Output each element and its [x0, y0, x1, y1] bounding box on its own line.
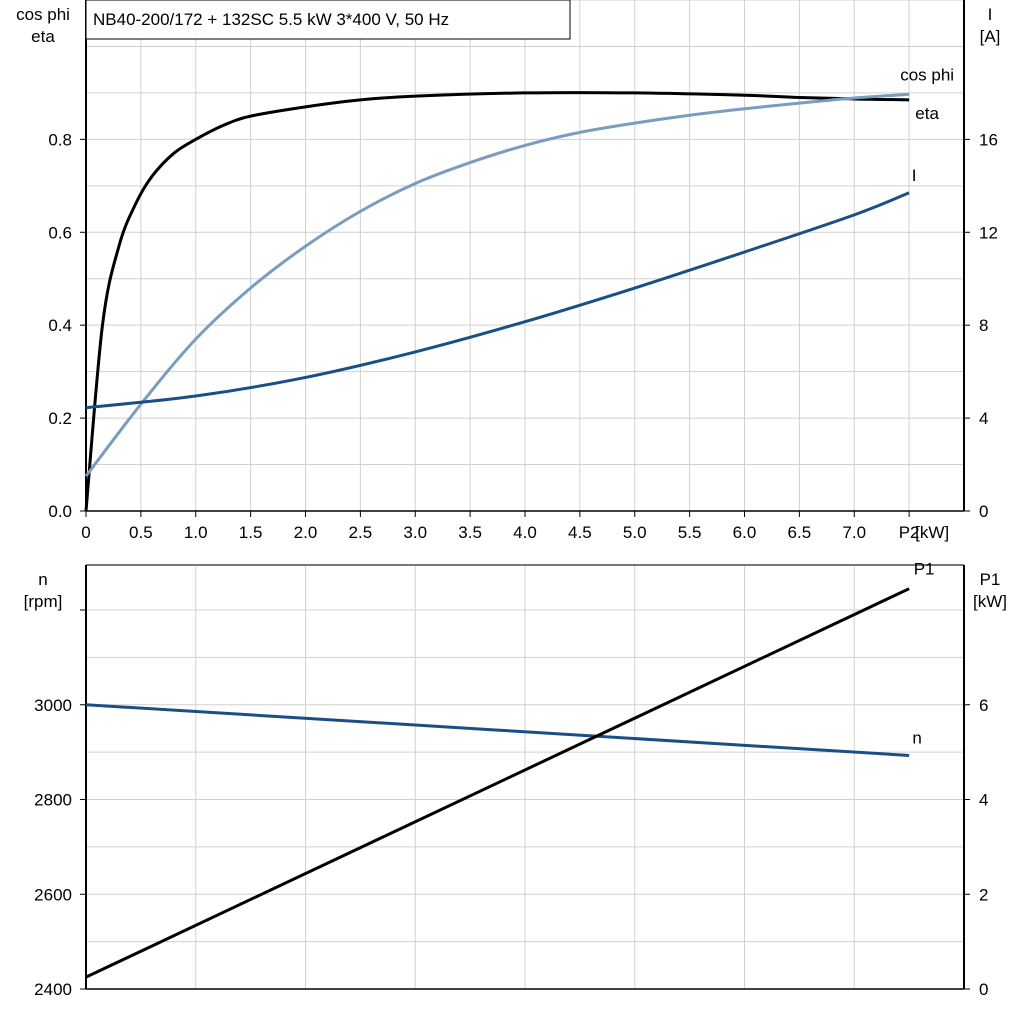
x-tick-label: 2.0: [294, 523, 318, 542]
series-label-n: n: [912, 728, 921, 747]
x-tick-label: 2.5: [349, 523, 373, 542]
left-tick-label: 2800: [34, 791, 72, 810]
x-tick-label: 5.5: [678, 523, 702, 542]
x-tick-label: 6.5: [788, 523, 812, 542]
x-tick-label: 1.5: [239, 523, 263, 542]
x-tick-label: 6.0: [733, 523, 757, 542]
series-label-i: I: [912, 166, 917, 185]
series-label-eta: eta: [915, 104, 939, 123]
x-tick-label: 0: [81, 523, 90, 542]
title-box: [85, 0, 571, 40]
left-tick-label: 2600: [34, 885, 72, 904]
left-tick-label: 0.2: [48, 409, 72, 428]
right-axis-title: [kW]: [973, 592, 1007, 611]
series-line-n: [85, 703, 910, 757]
x-tick-label: 3.5: [458, 523, 482, 542]
right-tick-label: 12: [979, 223, 998, 242]
left-tick-label: 3000: [34, 696, 72, 715]
right-axis-title: I: [988, 5, 993, 24]
series-line-i: [85, 191, 910, 410]
x-tick-label: 1.0: [184, 523, 208, 542]
left-tick-label: 0.4: [48, 316, 72, 335]
left-axis-title: eta: [31, 27, 55, 46]
right-tick-label: 2: [979, 885, 988, 904]
left-tick-label: 0.8: [48, 130, 72, 149]
left-axis-title: cos phi: [16, 5, 70, 24]
right-tick-label: 6: [979, 696, 988, 715]
x-tick-label: 4.0: [513, 523, 537, 542]
x-tick-label: 4.5: [568, 523, 592, 542]
x-tick-label: 5.0: [623, 523, 647, 542]
top-chart: 0.0 0.2 0.4 0.6 0.8 0 4 8 12 16 cos phi eta I [A] 0 0.5…: [16, 0, 1000, 542]
right-tick-label: 4: [979, 791, 988, 810]
bottom-chart: 2400 2600 2800 3000 0 2 4 6 n [rpm] P1 [kW] n P1: [24, 560, 1007, 999]
chart-title: NB40-200/172 + 132SC 5.5 kW 3*400 V, 50 …: [93, 10, 449, 29]
right-tick-label: 0: [979, 502, 988, 521]
series-line-p1: [85, 587, 910, 979]
left-tick-label: 2400: [34, 980, 72, 999]
series-label-p1: P1: [914, 560, 935, 579]
series-line-cos-phi: [84, 92, 910, 478]
right-tick-label: 8: [979, 316, 988, 335]
x-tick-label: 3.0: [403, 523, 427, 542]
x-axis-label-p2: P2: [899, 523, 920, 542]
right-tick-label: 16: [979, 130, 998, 149]
right-axis-title: P1: [980, 570, 1001, 589]
series-line-eta: [84, 91, 910, 512]
left-tick-label: 0.0: [48, 502, 72, 521]
left-axis-title: n: [38, 570, 47, 589]
right-tick-label: 0: [979, 980, 988, 999]
series-label-cos-phi: cos phi: [900, 65, 954, 84]
x-tick-label: 7.0: [842, 523, 866, 542]
left-tick-label: 0.6: [48, 223, 72, 242]
x-tick-label: 0.5: [129, 523, 153, 542]
right-tick-label: 4: [979, 409, 988, 428]
x-axis-label-unit: [kW]: [915, 523, 949, 542]
left-axis-title: [rpm]: [24, 592, 63, 611]
right-axis-title: [A]: [980, 27, 1001, 46]
